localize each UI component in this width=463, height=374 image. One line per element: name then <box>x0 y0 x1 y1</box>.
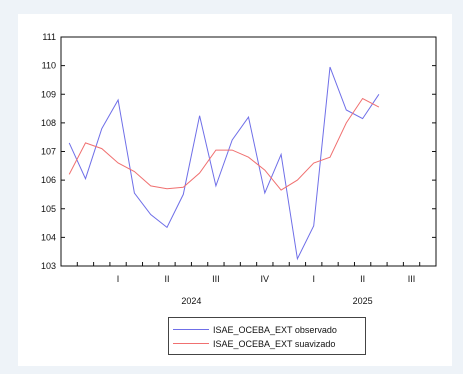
y-tick-label: 107 <box>41 147 56 157</box>
plot-frame <box>60 36 437 267</box>
series-observado-line <box>68 66 380 261</box>
chart-panel: 103 104 105 106 107 108 109 110 111 I II III IV I II I… <box>18 14 452 366</box>
x-quarter-label: II <box>360 274 365 284</box>
y-tick-label: 105 <box>41 204 56 214</box>
legend: ISAE_OCEBA_EXT observado ISAE_OCEBA_EXT … <box>168 317 366 355</box>
x-year-label: 2024 <box>181 296 201 306</box>
x-quarter-label: IV <box>261 274 270 284</box>
axes <box>60 36 437 267</box>
x-quarter-label: II <box>164 274 169 284</box>
legend-swatch-suavizado <box>173 343 209 344</box>
series-suavizado-line <box>68 97 380 191</box>
y-tick-label: 111 <box>42 32 56 42</box>
y-tick-label: 110 <box>42 61 56 71</box>
y-axis-ticks: 103 104 105 106 107 108 109 110 111 <box>41 32 436 271</box>
legend-item-observado: ISAE_OCEBA_EXT observado <box>173 323 337 336</box>
x-quarter-label: III <box>212 274 220 284</box>
x-quarter-label: I <box>117 274 120 284</box>
x-quarter-label: III <box>408 274 416 284</box>
x-year-label: 2025 <box>353 296 373 306</box>
y-tick-label: 109 <box>41 89 56 99</box>
y-tick-label: 103 <box>41 261 56 271</box>
y-tick-label: 108 <box>41 118 56 128</box>
legend-label-suavizado: ISAE_OCEBA_EXT suavizado <box>213 338 336 349</box>
legend-swatch-observado <box>173 329 209 330</box>
legend-label-observado: ISAE_OCEBA_EXT observado <box>213 324 337 335</box>
legend-item-suavizado: ISAE_OCEBA_EXT suavizado <box>173 337 335 350</box>
x-quarter-label: I <box>312 274 315 284</box>
y-tick-label: 106 <box>41 175 56 185</box>
series-lines <box>68 66 380 261</box>
y-tick-label: 104 <box>41 232 56 242</box>
